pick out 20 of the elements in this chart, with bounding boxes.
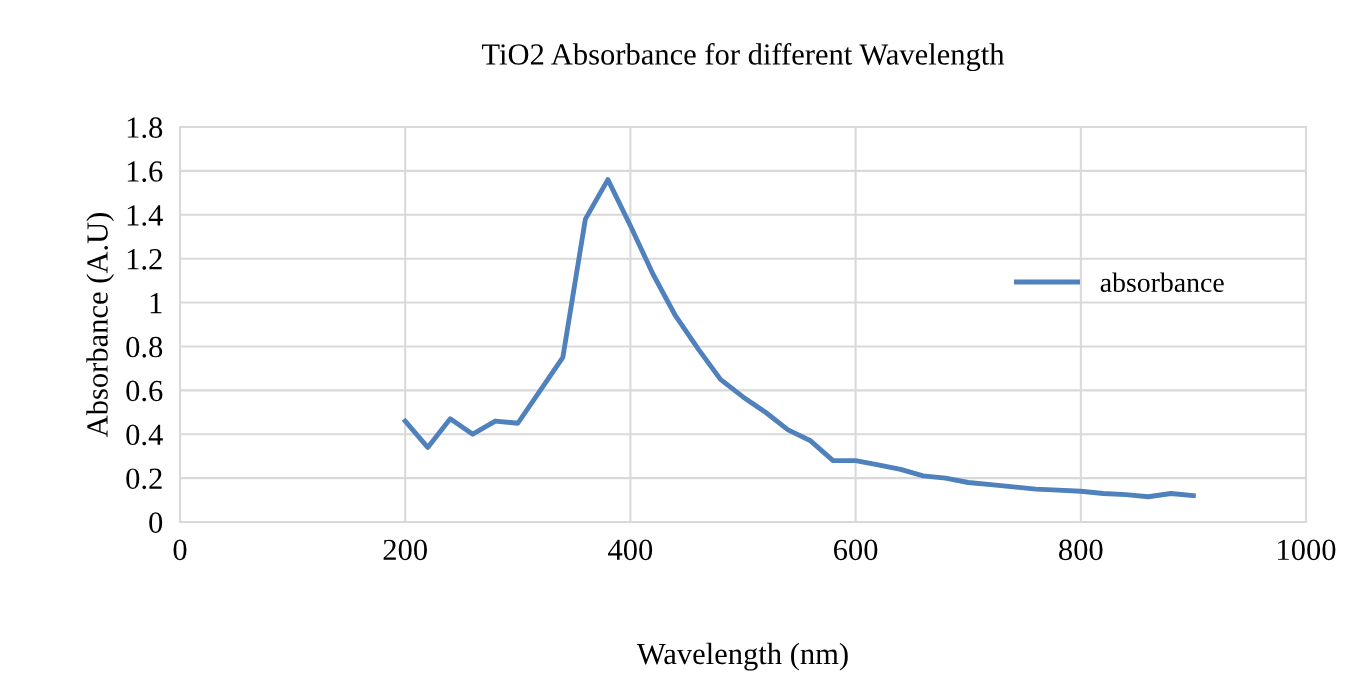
y-tick-label: 1.2 xyxy=(127,249,162,270)
y-tick-label: 1.4 xyxy=(127,205,163,226)
y-tick-label: 1.6 xyxy=(127,161,163,182)
x-tick-label: 400 xyxy=(608,539,653,561)
y-tick-label: 0.6 xyxy=(126,380,163,402)
y-tick-label: 1 xyxy=(150,292,162,314)
x-axis-title: Wavelength (nm) xyxy=(636,642,848,671)
y-tick-label: 0.2 xyxy=(126,468,162,490)
y-tick-label: 0.8 xyxy=(126,336,163,358)
chart-title: TiO2 Absorbance for different Wavelength xyxy=(481,42,1005,72)
x-tick-label: 600 xyxy=(834,539,878,561)
y-tick-label: 0.4 xyxy=(126,424,163,446)
y-tick-label: 1.8 xyxy=(127,117,163,139)
x-tick-label: 0 xyxy=(173,539,187,561)
x-tick-label: 1000 xyxy=(1278,539,1336,561)
legend-label: absorbance xyxy=(1100,272,1224,293)
x-tick-label: 800 xyxy=(1059,539,1103,561)
x-tick-label: 200 xyxy=(383,539,427,561)
y-tick-label: 0 xyxy=(149,512,163,533)
y-axis-title: Absorbance (A.U) xyxy=(86,213,115,438)
